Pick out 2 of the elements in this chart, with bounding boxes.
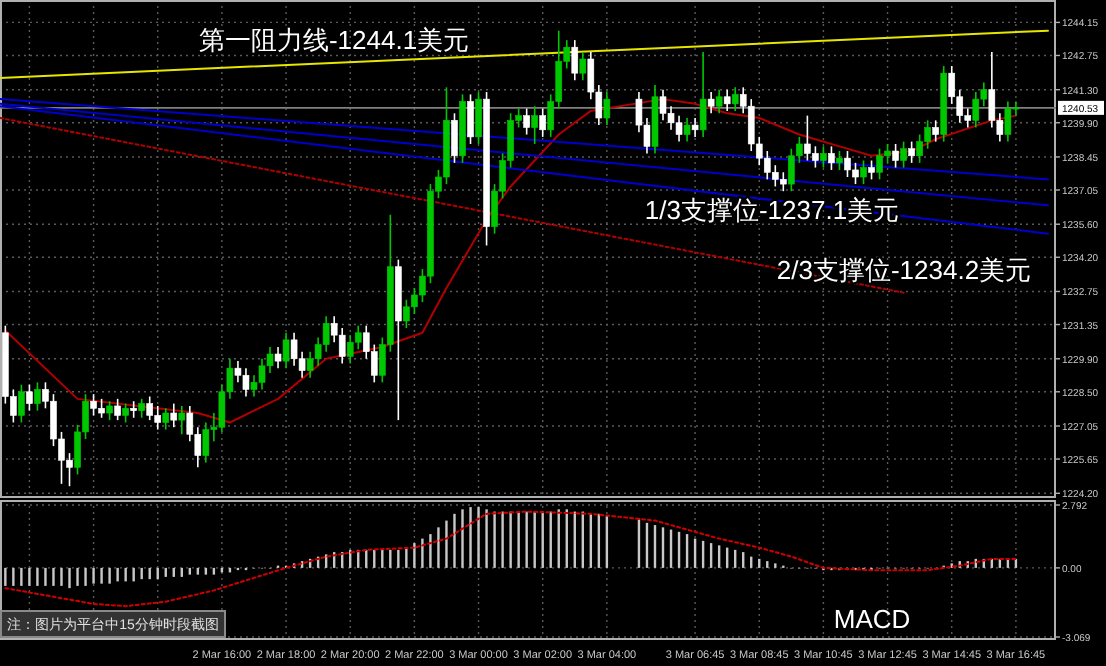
annotation: 第一阻力线-1244.1美元: [198, 25, 470, 55]
annotation: MACD: [833, 604, 911, 634]
